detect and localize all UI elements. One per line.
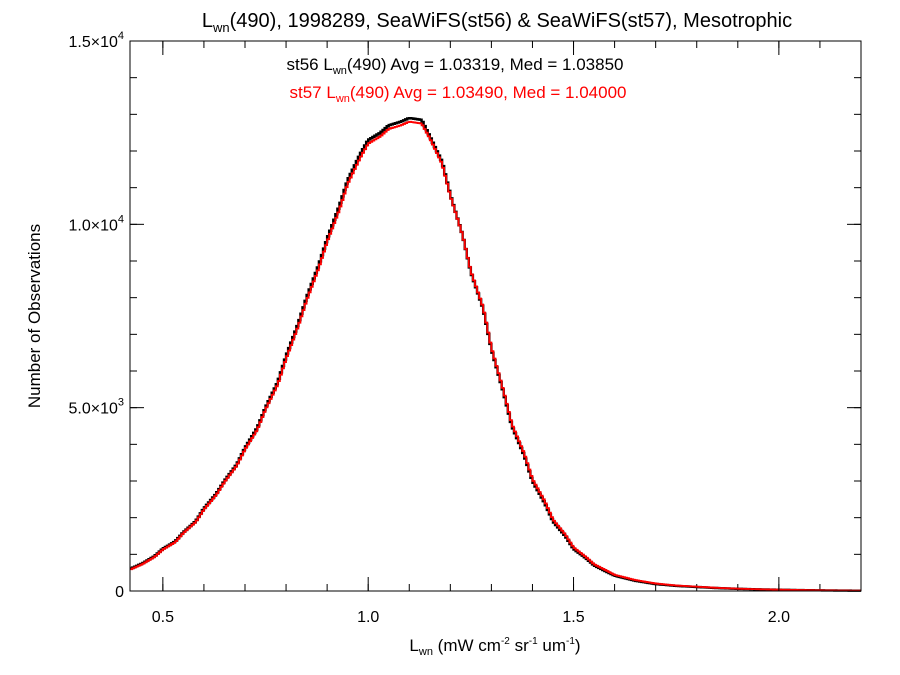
x-tick-label: 2.0 xyxy=(768,609,790,626)
plot-frame xyxy=(129,40,862,592)
x-axis-label: Lwn (mW cm-2 sr-1 um-1) xyxy=(409,636,580,658)
series-layer xyxy=(130,116,861,592)
annotation-st57-stats: (490) Avg = 1.03490, Med = 1.04000 xyxy=(350,83,627,102)
y-tick-label: 5.0×103 xyxy=(68,397,124,418)
y-tick-label-mantissa: 1.0×10 xyxy=(68,217,117,234)
x-axis-label-units-1: (mW cm xyxy=(433,636,501,655)
annotation-st57: st57 Lwn(490) Avg = 1.03490, Med = 1.040… xyxy=(290,83,627,105)
y-tick-label-exponent: 4 xyxy=(118,30,124,42)
x-axis-label-subscript: wn xyxy=(418,646,433,658)
x-tick-label: 1.0 xyxy=(357,609,379,626)
x-axis-label-symbol: L xyxy=(409,636,418,655)
x-axis-label-units-3-exp: -1 xyxy=(566,636,575,647)
x-axis-label-units-2-exp: -1 xyxy=(529,636,538,647)
annotation-st57-prefix: st57 L xyxy=(290,83,336,102)
x-tick-label: 1.5 xyxy=(562,609,584,626)
y-axis-label: Number of Observations xyxy=(25,224,44,408)
series-st57-line xyxy=(130,120,861,592)
annotation-st57-subscript: wn xyxy=(335,93,350,105)
x-axis-label-units-1-exp: -2 xyxy=(501,636,510,647)
chart-title: Lwn(490), 1998289, SeaWiFS(st56) & SeaWi… xyxy=(202,10,792,35)
series-st56-line xyxy=(130,116,861,592)
y-tick-label: 1.0×104 xyxy=(68,213,124,234)
y-tick-label: 0 xyxy=(115,584,124,601)
x-tick-label: 0.5 xyxy=(152,609,174,626)
y-tick-label-exponent: 4 xyxy=(118,213,124,225)
annotation-st56-stats: (490) Avg = 1.03319, Med = 1.03850 xyxy=(347,55,624,74)
y-tick-label-mantissa: 1.5×10 xyxy=(68,34,117,51)
y-tick-label-mantissa: 5.0×10 xyxy=(68,401,117,418)
x-axis-label-units-3: um xyxy=(538,636,566,655)
chart-title-subscript: wn xyxy=(212,20,230,35)
x-axis-ticks: 0.5 1.0 1.5 2.0 xyxy=(152,41,790,626)
annotation-st56-subscript: wn xyxy=(332,65,347,77)
x-axis-label-units-4: ) xyxy=(575,636,581,655)
annotation-st56-prefix: st56 L xyxy=(287,55,333,74)
chart-title-symbol: L xyxy=(202,10,213,32)
annotation-st56: st56 Lwn(490) Avg = 1.03319, Med = 1.038… xyxy=(287,55,624,77)
x-axis-label-units-2: sr xyxy=(510,636,529,655)
y-tick-label-mantissa: 0 xyxy=(115,584,124,601)
minor-ticks xyxy=(130,40,862,592)
y-tick-label-exponent: 3 xyxy=(118,397,124,409)
y-tick-label: 1.5×104 xyxy=(68,30,124,51)
chart-title-text: (490), 1998289, SeaWiFS(st56) & SeaWiFS(… xyxy=(230,10,792,32)
